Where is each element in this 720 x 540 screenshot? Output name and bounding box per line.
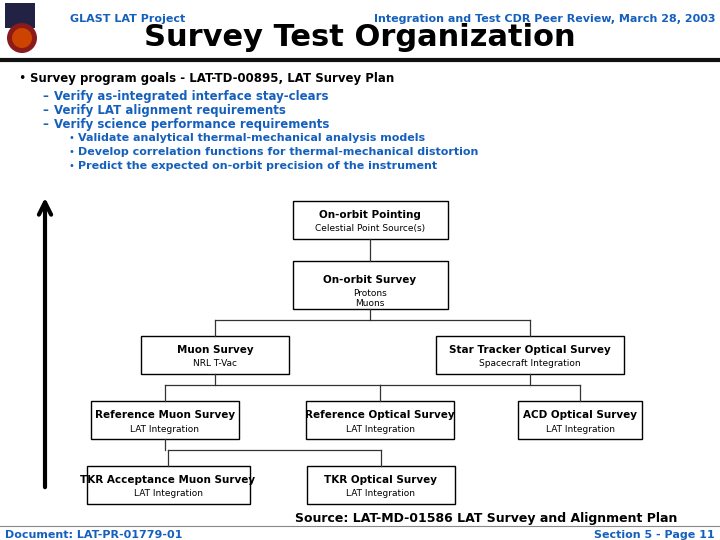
Text: GLAST LAT Project: GLAST LAT Project <box>70 14 185 24</box>
Bar <box>436 336 624 374</box>
Text: Section 5 - Page 11: Section 5 - Page 11 <box>595 530 715 540</box>
Text: Verify science performance requirements: Verify science performance requirements <box>54 118 329 131</box>
Text: LAT Integration: LAT Integration <box>346 424 415 434</box>
Text: –: – <box>42 104 48 117</box>
Text: LAT Integration: LAT Integration <box>130 424 199 434</box>
Text: Develop correlation functions for thermal-mechanical distortion: Develop correlation functions for therma… <box>78 147 478 157</box>
Text: Survey program goals - LAT-TD-00895, LAT Survey Plan: Survey program goals - LAT-TD-00895, LAT… <box>30 72 395 85</box>
Text: Source: LAT-MD-01586 LAT Survey and Alignment Plan: Source: LAT-MD-01586 LAT Survey and Alig… <box>295 512 678 525</box>
Text: Survey Test Organization: Survey Test Organization <box>144 24 576 52</box>
Bar <box>5 3 35 28</box>
Text: Verify as-integrated interface stay-clears: Verify as-integrated interface stay-clea… <box>54 90 328 103</box>
Text: Muon Survey: Muon Survey <box>176 345 253 355</box>
Circle shape <box>12 28 32 48</box>
Bar <box>91 401 239 439</box>
Text: On-orbit Survey: On-orbit Survey <box>323 275 417 285</box>
Text: Protons: Protons <box>353 288 387 298</box>
Text: LAT Integration: LAT Integration <box>346 489 415 498</box>
Text: •: • <box>18 72 25 85</box>
Text: •: • <box>68 133 74 143</box>
Bar <box>292 201 448 239</box>
Text: TKR Optical Survey: TKR Optical Survey <box>325 475 438 485</box>
Text: LAT Integration: LAT Integration <box>546 424 614 434</box>
Text: Muons: Muons <box>355 299 384 307</box>
Text: ACD Optical Survey: ACD Optical Survey <box>523 410 637 420</box>
Text: Integration and Test CDR Peer Review, March 28, 2003: Integration and Test CDR Peer Review, Ma… <box>374 14 715 24</box>
Text: Spacecraft Integration: Spacecraft Integration <box>480 360 581 368</box>
Bar <box>141 336 289 374</box>
Text: Reference Optical Survey: Reference Optical Survey <box>305 410 455 420</box>
Text: On-orbit Pointing: On-orbit Pointing <box>319 210 421 220</box>
Circle shape <box>7 23 37 53</box>
Text: –: – <box>42 90 48 103</box>
Text: LAT Integration: LAT Integration <box>133 489 202 498</box>
Text: –: – <box>42 118 48 131</box>
Text: TKR Acceptance Muon Survey: TKR Acceptance Muon Survey <box>81 475 256 485</box>
Text: NRL T-Vac: NRL T-Vac <box>193 360 237 368</box>
Text: •: • <box>68 161 74 171</box>
Text: Reference Muon Survey: Reference Muon Survey <box>95 410 235 420</box>
Bar <box>292 261 448 309</box>
Bar <box>86 466 250 504</box>
Bar <box>306 401 454 439</box>
Text: •: • <box>68 147 74 157</box>
Text: Celestial Point Source(s): Celestial Point Source(s) <box>315 225 425 233</box>
Text: Verify LAT alignment requirements: Verify LAT alignment requirements <box>54 104 286 117</box>
Text: Star Tracker Optical Survey: Star Tracker Optical Survey <box>449 345 611 355</box>
Bar <box>518 401 642 439</box>
Text: Validate analytical thermal-mechanical analysis models: Validate analytical thermal-mechanical a… <box>78 133 425 143</box>
Text: Document: LAT-PR-01779-01: Document: LAT-PR-01779-01 <box>5 530 182 540</box>
Text: Predict the expected on-orbit precision of the instrument: Predict the expected on-orbit precision … <box>78 161 437 171</box>
Bar <box>307 466 455 504</box>
